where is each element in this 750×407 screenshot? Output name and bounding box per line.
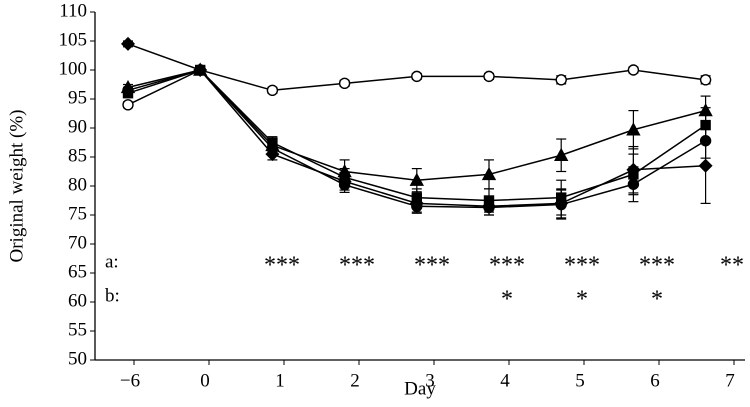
x-tick-label: 2 xyxy=(350,370,360,391)
significance-mark: * xyxy=(651,287,663,313)
significance-mark: *** xyxy=(564,253,600,279)
point xyxy=(555,74,567,86)
x-tick-label: 1 xyxy=(275,370,285,391)
point xyxy=(699,74,712,86)
y-tick-label: 60 xyxy=(68,290,87,311)
point xyxy=(267,137,278,148)
significance-mark: *** xyxy=(339,253,375,279)
point xyxy=(698,103,713,117)
annotation-label: a: xyxy=(105,251,119,272)
y-tick-label: 75 xyxy=(68,203,87,224)
y-tick-label: 100 xyxy=(59,58,88,79)
significance-mark: *** xyxy=(639,253,675,279)
annotation-label: b: xyxy=(105,285,120,306)
point xyxy=(627,64,640,76)
point xyxy=(699,135,712,147)
significance-mark: ** xyxy=(720,253,744,279)
significance-mark: *** xyxy=(489,253,525,279)
point xyxy=(626,122,641,136)
y-tick-label: 65 xyxy=(68,261,87,282)
x-tick-label: 6 xyxy=(650,370,660,391)
point xyxy=(121,36,135,51)
y-tick-label: 70 xyxy=(68,232,87,253)
y-tick-label: 55 xyxy=(68,319,87,340)
x-tick-label: 5 xyxy=(575,370,585,391)
y-tick-label: 90 xyxy=(68,116,87,137)
point xyxy=(481,166,497,181)
x-tick-label: 0 xyxy=(200,370,210,391)
x-axis-title: Day xyxy=(404,378,436,399)
point xyxy=(409,172,424,186)
y-tick-label: 50 xyxy=(68,348,87,369)
point xyxy=(628,169,639,180)
y-axis-title: Original weight (%) xyxy=(6,109,27,262)
point xyxy=(411,70,423,83)
y-tick-label: 95 xyxy=(68,87,87,108)
significance-mark: *** xyxy=(414,253,450,279)
y-tick-label: 80 xyxy=(68,174,87,195)
point xyxy=(339,172,350,183)
point xyxy=(627,178,640,190)
point xyxy=(122,99,134,111)
point xyxy=(554,147,569,161)
x-tick-label: 7 xyxy=(725,370,735,391)
x-tick-label: 4 xyxy=(500,370,510,391)
x-tick-label: −6 xyxy=(120,370,140,391)
point xyxy=(194,64,206,76)
point xyxy=(483,195,495,206)
y-tick-label: 85 xyxy=(68,145,87,166)
point xyxy=(698,158,713,173)
point xyxy=(266,84,279,97)
x-tick-label: 3 xyxy=(425,370,435,391)
significance-mark: *** xyxy=(264,253,300,279)
point xyxy=(556,192,567,203)
point xyxy=(122,87,134,99)
y-tick-label: 105 xyxy=(59,29,88,50)
y-tick-label: 110 xyxy=(59,0,87,21)
significance-mark: * xyxy=(576,287,588,313)
point xyxy=(483,70,495,83)
significance-mark: * xyxy=(501,287,513,313)
point xyxy=(411,192,422,203)
point xyxy=(700,119,711,131)
point xyxy=(338,77,351,90)
